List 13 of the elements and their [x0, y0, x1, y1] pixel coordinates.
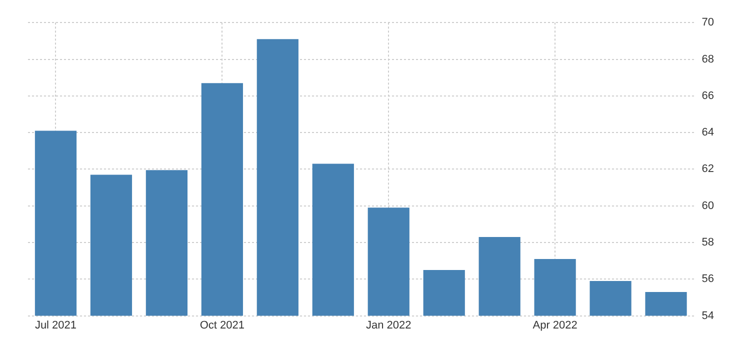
y-tick-label: 70	[702, 16, 714, 29]
x-tick-label: Oct 2021	[200, 319, 244, 332]
x-tick-label: Apr 2022	[532, 319, 578, 332]
y-tick-label: 62	[702, 163, 714, 176]
y-tick-label: 58	[702, 236, 714, 249]
y-tick-label: 56	[702, 273, 714, 286]
y-tick-label: 64	[702, 126, 714, 139]
y-tick-label: 60	[702, 200, 714, 212]
y-tick-label: 66	[702, 90, 714, 102]
x-tick-label: Jan 2022	[366, 319, 412, 332]
y-tick-label: 54	[702, 310, 714, 322]
y-tick-label: 68	[702, 53, 714, 66]
x-tick-label: Jul 2021	[34, 319, 77, 332]
